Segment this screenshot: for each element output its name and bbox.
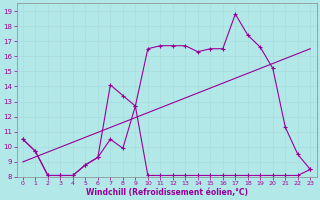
X-axis label: Windchill (Refroidissement éolien,°C): Windchill (Refroidissement éolien,°C) bbox=[85, 188, 248, 197]
